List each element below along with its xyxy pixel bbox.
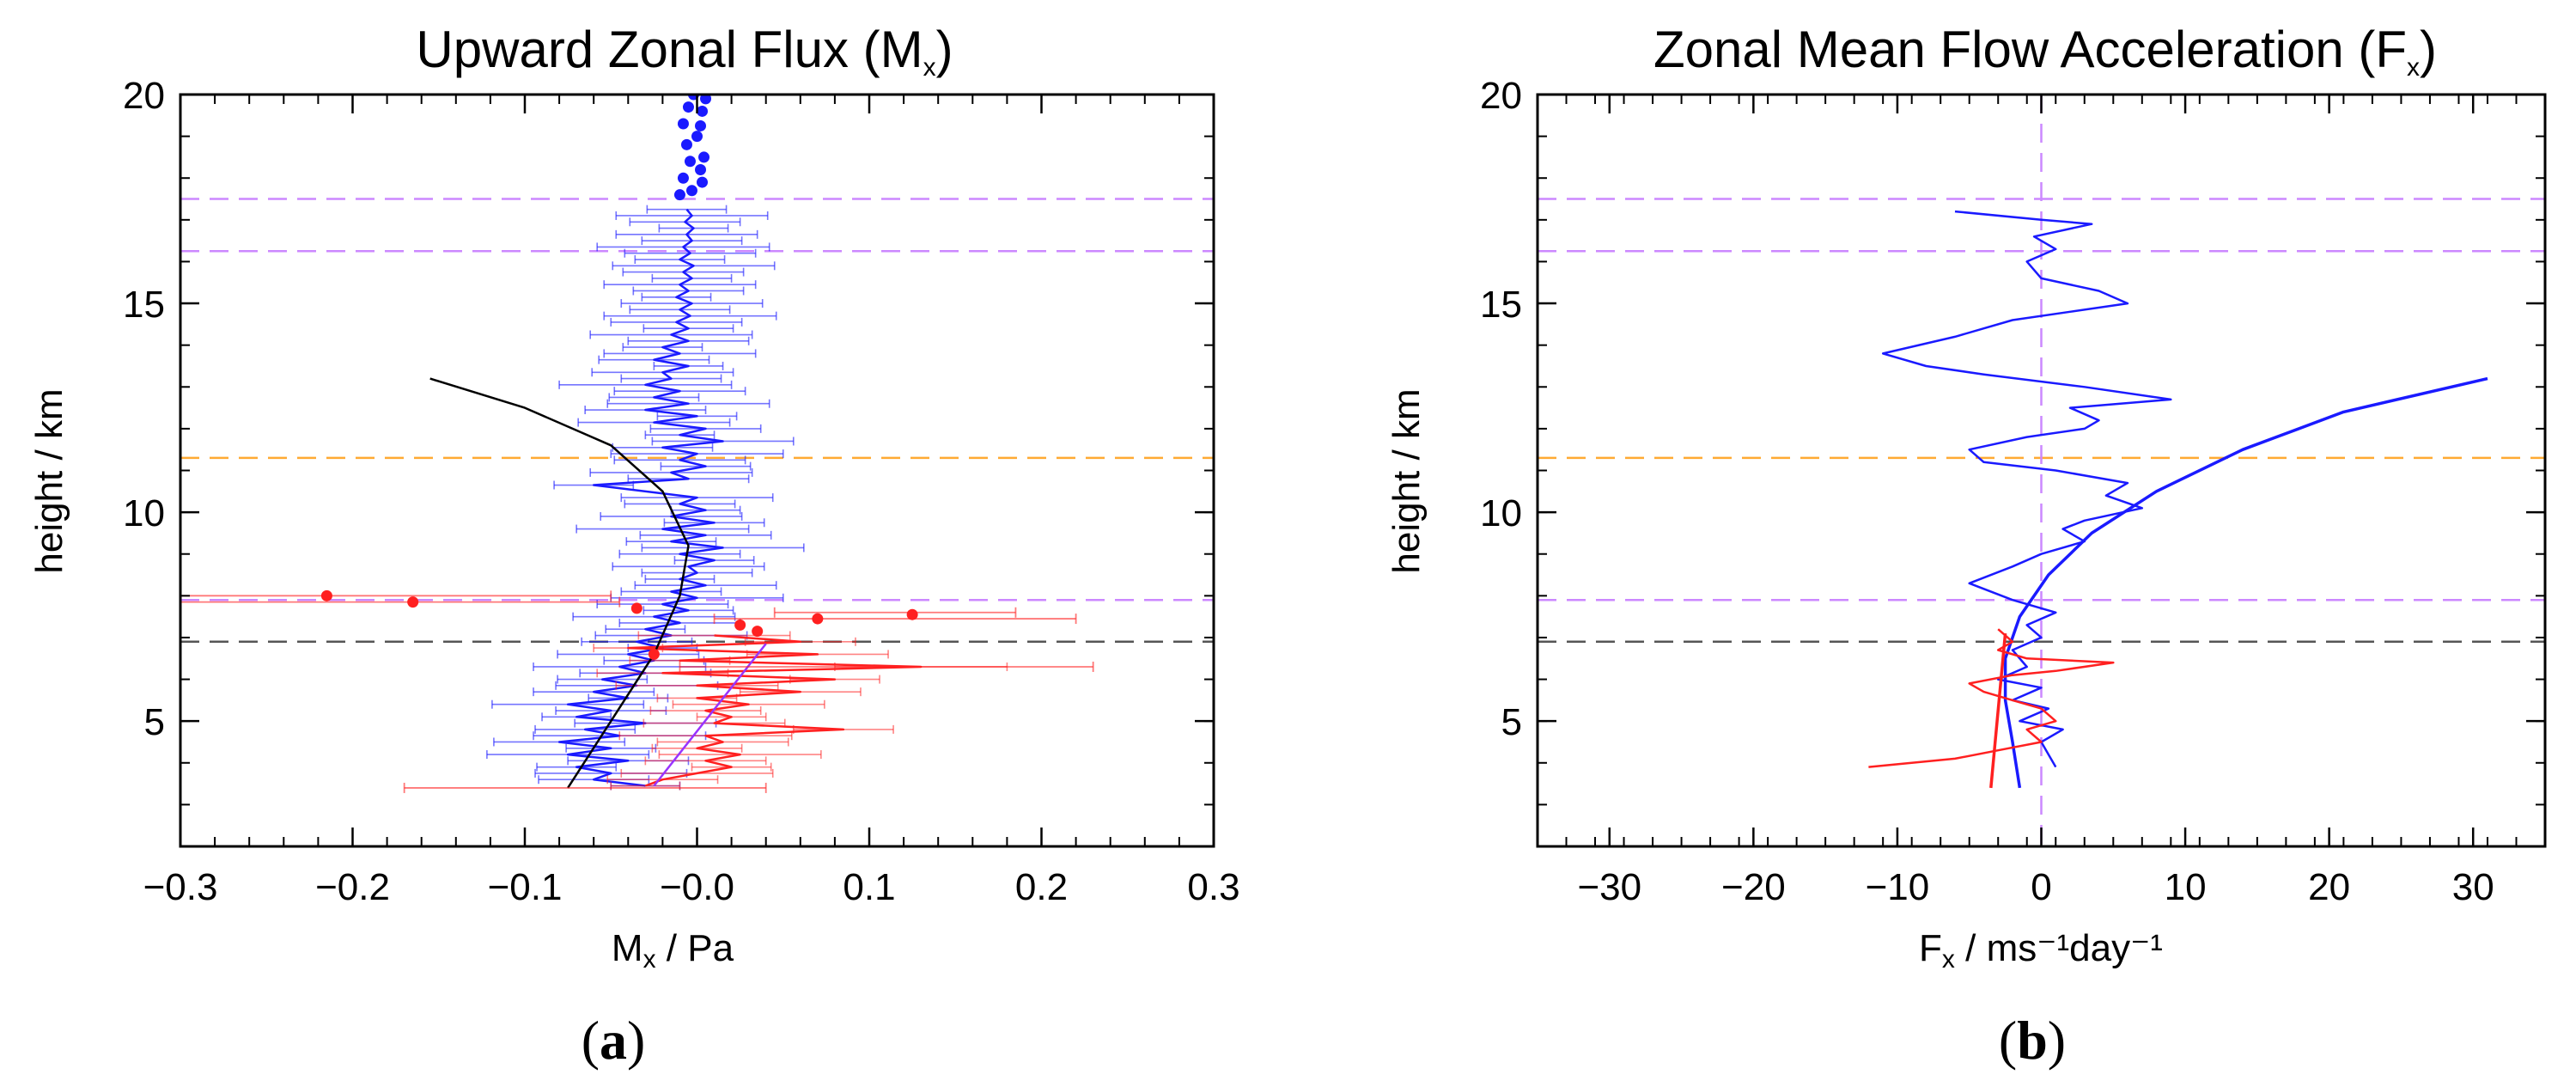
- y-tick-label: 10: [1480, 492, 1522, 534]
- y-tick-label: 20: [1480, 75, 1522, 117]
- panel-a-x-axis-label: Mx / Pa: [612, 927, 734, 974]
- data-point: [648, 648, 660, 660]
- series-line-1: [627, 634, 923, 787]
- panel-a-plot-area: −0.3 −0.2 −0.1 −0.0 0.1 0.2 0.3 5 10 15 20: [123, 75, 1240, 908]
- data-point: [697, 176, 709, 188]
- data-point: [698, 151, 710, 163]
- data-point: [700, 95, 712, 105]
- x-tick-label: 0: [2031, 866, 2051, 908]
- x-tick-label: 0.1: [843, 866, 895, 908]
- data-point: [691, 131, 703, 143]
- series-line-3: [653, 643, 767, 787]
- data-point: [677, 172, 689, 184]
- x-tick-label: −0.2: [315, 866, 390, 908]
- data-point: [695, 119, 707, 131]
- data-point: [685, 185, 697, 197]
- plot-frame: [1536, 93, 2547, 848]
- data-point: [695, 164, 707, 175]
- x-tick-label: −20: [1721, 866, 1786, 908]
- x-tick-label: 0.3: [1187, 866, 1239, 908]
- panel-a-y-axis-label: height / km: [28, 388, 70, 573]
- x-tick-label: 20: [2308, 866, 2350, 908]
- panel-b-y-axis-label: height / km: [1385, 388, 1428, 573]
- data-point: [630, 602, 642, 614]
- data-point: [673, 189, 685, 201]
- series-line-0: [557, 208, 724, 787]
- y-tick-label: 5: [1501, 701, 1522, 743]
- plot-content: [1538, 95, 2545, 846]
- panel-a-title: Upward Zonal Flux (Mx): [416, 21, 953, 82]
- series-line-2: [1868, 628, 2115, 768]
- data-point: [320, 589, 332, 602]
- x-tick-label: −10: [1866, 866, 1930, 908]
- x-tick-label: 10: [2165, 866, 2207, 908]
- x-tick-label: −0.0: [660, 866, 734, 908]
- panel-b-title: Zonal Mean Flow Acceleration (Fx): [1653, 21, 2437, 82]
- data-point: [752, 626, 764, 638]
- panel-b-x-axis-label: Fx / ms⁻¹day⁻¹: [1919, 927, 2163, 974]
- panel-b-label: (b): [1999, 1010, 2066, 1071]
- data-point: [680, 138, 692, 150]
- plot-content: [180, 95, 1214, 793]
- data-point: [734, 619, 746, 631]
- y-tick-label: 5: [144, 701, 165, 743]
- series-line-0: [1881, 210, 2172, 768]
- y-tick-label: 15: [123, 284, 165, 326]
- panel-b-chart: Zonal Mean Flow Acceleration (Fx) −30 −20…: [1385, 21, 2547, 1071]
- y-tick-label: 10: [123, 492, 165, 534]
- series-line-1: [2003, 376, 2488, 789]
- panel-b-plot-area: −30 −20 −10 0 10 20 30 5 10 15 20: [1480, 75, 2547, 908]
- data-point: [677, 118, 689, 130]
- series-line-2: [429, 377, 690, 789]
- plot-frame: [179, 93, 1215, 848]
- x-tick-label: −0.1: [488, 866, 563, 908]
- data-point: [407, 596, 419, 608]
- x-tick-label: −30: [1577, 866, 1641, 908]
- data-point: [682, 101, 694, 113]
- y-tick-label: 20: [123, 75, 165, 117]
- series-line-3: [1989, 632, 2007, 789]
- data-point: [697, 105, 709, 117]
- data-point: [812, 613, 824, 625]
- x-tick-label: −0.3: [143, 866, 218, 908]
- data-point: [684, 156, 696, 168]
- y-tick-label: 15: [1480, 284, 1522, 326]
- panel-a-chart: Upward Zonal Flux (Mx) −0.3 −0.2 −0.1 −0.0 0…: [28, 21, 1240, 1071]
- data-point: [906, 608, 918, 620]
- x-tick-label: 30: [2452, 866, 2494, 908]
- panel-a-label: (a): [582, 1010, 646, 1071]
- x-tick-label: 0.2: [1015, 866, 1068, 908]
